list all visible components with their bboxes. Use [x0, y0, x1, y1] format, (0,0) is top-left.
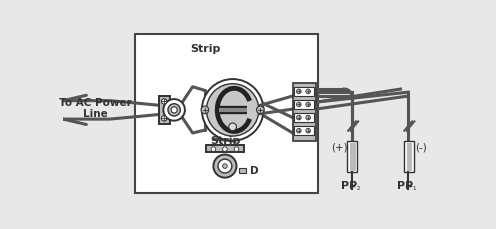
Text: ₂: ₂	[357, 183, 360, 192]
Circle shape	[163, 99, 185, 121]
Bar	[294, 126, 314, 135]
Bar	[293, 83, 316, 141]
Text: PP: PP	[397, 181, 413, 191]
Circle shape	[306, 128, 310, 133]
Bar	[206, 145, 244, 152]
Bar	[404, 142, 414, 172]
Circle shape	[206, 84, 259, 136]
Circle shape	[297, 115, 301, 120]
Bar	[294, 87, 314, 96]
Text: (+): (+)	[331, 143, 348, 153]
Circle shape	[171, 107, 177, 113]
Text: PP: PP	[341, 181, 357, 191]
Circle shape	[223, 147, 227, 151]
Text: D: D	[250, 166, 259, 176]
Text: Strip: Strip	[210, 136, 240, 146]
Bar	[159, 96, 170, 124]
Circle shape	[297, 89, 301, 94]
Circle shape	[297, 128, 301, 133]
Bar	[294, 100, 314, 109]
Bar	[347, 142, 358, 172]
Circle shape	[161, 116, 167, 121]
Bar	[407, 143, 412, 171]
Text: (-): (-)	[415, 143, 427, 153]
Circle shape	[306, 89, 310, 94]
Bar	[135, 34, 318, 193]
Circle shape	[223, 164, 227, 168]
Text: ₁: ₁	[413, 183, 416, 192]
Bar	[239, 168, 247, 173]
Circle shape	[218, 159, 232, 173]
Circle shape	[229, 123, 237, 131]
Circle shape	[306, 102, 310, 107]
Circle shape	[297, 102, 301, 107]
Circle shape	[213, 155, 237, 178]
Circle shape	[201, 106, 209, 114]
Circle shape	[256, 106, 264, 114]
Text: To AC Power
Line: To AC Power Line	[59, 98, 132, 119]
Bar	[294, 113, 314, 122]
Circle shape	[234, 147, 239, 151]
Circle shape	[168, 104, 180, 116]
Circle shape	[202, 79, 263, 141]
Text: ₁: ₁	[254, 167, 257, 173]
Text: Strip: Strip	[190, 44, 221, 54]
Bar	[351, 143, 356, 171]
Circle shape	[161, 99, 167, 104]
Circle shape	[306, 115, 310, 120]
Circle shape	[211, 147, 216, 151]
